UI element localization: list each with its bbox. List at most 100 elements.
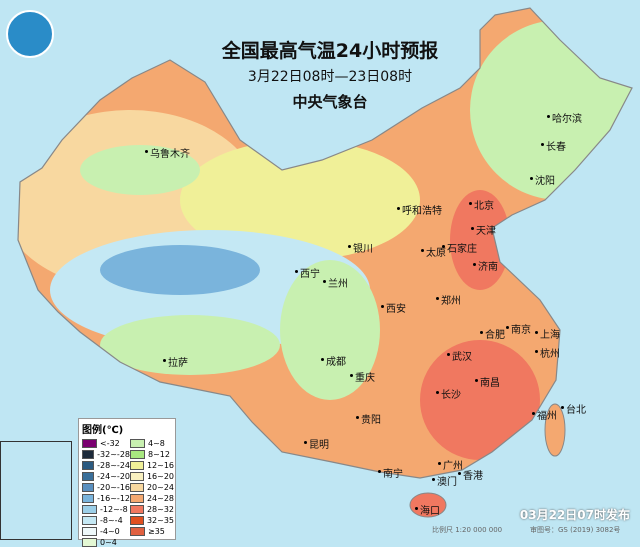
legend-label: 0~4 <box>100 537 117 547</box>
legend-swatch <box>82 460 95 470</box>
legend-item: 24~28 <box>130 493 174 503</box>
legend-label: -28~-24 <box>97 460 130 470</box>
legend-item: -24~-20 <box>82 471 130 481</box>
legend-item: 20~24 <box>130 482 174 492</box>
legend-item: -32~-28 <box>82 449 130 459</box>
south-china-sea-inset <box>0 441 72 540</box>
city-label: 南宁 <box>378 465 403 480</box>
city-label: 沈阳 <box>530 172 555 187</box>
city-label: 长春 <box>541 138 566 153</box>
legend-swatch <box>82 526 97 536</box>
legend-swatch <box>82 537 97 547</box>
legend-label: ≥35 <box>148 526 165 536</box>
city-label: 兰州 <box>323 275 348 290</box>
legend-swatch <box>82 504 97 514</box>
city-label: 呼和浩特 <box>397 202 442 217</box>
city-label: 太原 <box>421 244 446 259</box>
city-label: 海口 <box>415 502 440 517</box>
forecast-period: 3月22日08时—23日08时 <box>247 69 413 85</box>
map-review-number: 审图号：GS (2019) 3082号 <box>530 526 621 534</box>
legend-label: -4~0 <box>100 526 120 536</box>
legend-item: 28~32 <box>130 504 174 514</box>
legend-swatch <box>130 482 144 492</box>
legend-label: 24~28 <box>146 493 174 503</box>
legend-label: 12~16 <box>146 460 174 470</box>
city-label: 澳门 <box>432 473 457 488</box>
agency-name: 中央气象台 <box>292 93 368 111</box>
city-label: 武汉 <box>447 348 472 363</box>
taiwan-island <box>544 403 566 457</box>
city-label: 长沙 <box>436 386 461 401</box>
legend-swatch <box>130 526 145 536</box>
city-label: 台北 <box>561 401 586 416</box>
city-label: 上海 <box>535 326 560 341</box>
city-label: 郑州 <box>436 292 461 307</box>
city-label: 哈尔滨 <box>547 110 582 125</box>
city-label: 福州 <box>532 407 557 422</box>
legend-label: -20~-16 <box>97 482 130 492</box>
city-label: 天津 <box>471 222 496 237</box>
legend-label: -24~-20 <box>97 471 130 481</box>
city-label: 南昌 <box>475 374 500 389</box>
city-label: 石家庄 <box>442 240 477 255</box>
legend-item: -8~-4 <box>82 515 130 525</box>
map-scale: 比例尺 1:20 000 000 <box>432 526 503 534</box>
legend: 图例(℃) <-32 4~8 -32~-28 8~12 -28~-24 12~16 -24~… <box>78 418 176 547</box>
legend-item: 16~20 <box>130 471 174 481</box>
legend-label: 4~8 <box>148 438 165 448</box>
legend-item: 32~35 <box>130 515 174 525</box>
legend-label: -12~-8 <box>100 504 128 514</box>
legend-item: ≥35 <box>130 526 174 536</box>
city-label: 成都 <box>321 353 346 368</box>
legend-swatch <box>130 460 144 470</box>
legend-swatch <box>130 449 145 459</box>
legend-label: -32~-28 <box>97 449 130 459</box>
legend-swatch <box>82 515 97 525</box>
legend-swatch <box>130 493 144 503</box>
legend-item: -12~-8 <box>82 504 130 514</box>
china-border <box>17 7 633 479</box>
city-label: 香港 <box>458 467 483 482</box>
legend-item: -28~-24 <box>82 460 130 470</box>
legend-item: 12~16 <box>130 460 174 470</box>
city-label: 西安 <box>381 300 406 315</box>
legend-label: <-32 <box>100 438 120 448</box>
legend-swatch <box>82 493 95 503</box>
legend-label: 20~24 <box>146 482 174 492</box>
legend-label: 8~12 <box>148 449 170 459</box>
legend-item: 4~8 <box>130 438 174 448</box>
city-label: 西宁 <box>295 265 320 280</box>
legend-swatch <box>82 482 95 492</box>
city-label: 昆明 <box>304 436 329 451</box>
legend-label: 32~35 <box>146 515 174 525</box>
city-label: 杭州 <box>535 345 560 360</box>
hainan-island <box>409 492 447 518</box>
legend-label: -8~-4 <box>100 515 123 525</box>
legend-item: 0~4 <box>82 537 130 547</box>
legend-swatch <box>82 471 95 481</box>
city-label: 贵阳 <box>356 411 381 426</box>
city-label: 合肥 <box>480 326 505 341</box>
legend-swatch <box>82 449 95 459</box>
map-title: 全国最高气温24小时预报 <box>221 40 439 62</box>
legend-swatch <box>130 504 144 514</box>
legend-item: <-32 <box>82 438 130 448</box>
city-label: 北京 <box>469 197 494 212</box>
city-label: 南京 <box>506 321 531 336</box>
city-label: 银川 <box>348 240 373 255</box>
legend-item: -16~-12 <box>82 493 130 503</box>
city-label: 济南 <box>473 258 498 273</box>
legend-label: 28~32 <box>146 504 174 514</box>
legend-swatch <box>130 515 144 525</box>
legend-label: -16~-12 <box>97 493 130 503</box>
legend-title: 图例(℃) <box>82 425 124 436</box>
legend-swatch <box>130 471 144 481</box>
legend-item: -20~-16 <box>82 482 130 492</box>
city-label: 拉萨 <box>163 354 188 369</box>
cma-logo-icon <box>6 10 54 58</box>
legend-item <box>130 537 174 547</box>
city-label: 广州 <box>438 457 463 472</box>
legend-item: 8~12 <box>130 449 174 459</box>
city-label: 重庆 <box>350 369 375 384</box>
